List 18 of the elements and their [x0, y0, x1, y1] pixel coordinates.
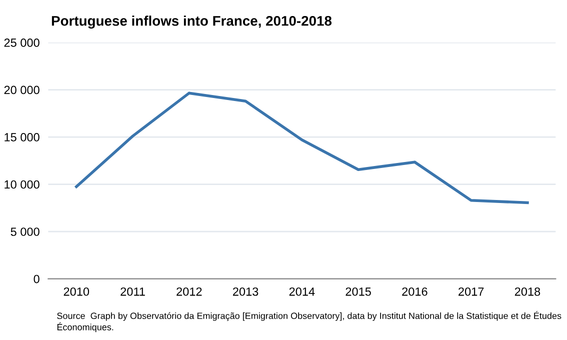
y-tick-label: 10 000	[4, 180, 40, 189]
x-tick-label: 2013	[233, 287, 258, 296]
line-series	[75, 92, 529, 204]
x-tick-label: 2010	[64, 287, 90, 296]
x-tick-label: 2016	[402, 287, 428, 296]
x-tick-label: 2011	[120, 287, 145, 296]
x-tick-label: 2017	[458, 287, 484, 296]
chart-title: Portuguese inflows into France, 2010-2018	[52, 16, 332, 29]
x-tick-label: 2015	[346, 287, 371, 296]
x-tick-label: 2014	[289, 287, 315, 296]
y-tick-label: 0	[34, 274, 40, 284]
y-tick-label: 25 000	[4, 38, 40, 47]
y-tick-label: 5 000	[10, 228, 40, 236]
x-tick-label: 2012	[176, 287, 202, 296]
x-tick-label: 2018	[514, 287, 540, 296]
source-note: Source Graph by Observatório da Emigração [Emigration Observatory], data by Institut National de la Statistique et de Études Économiques.	[57, 311, 562, 332]
y-tick-label: 15 000	[4, 133, 40, 142]
y-tick-label: 20 000	[4, 86, 40, 94]
